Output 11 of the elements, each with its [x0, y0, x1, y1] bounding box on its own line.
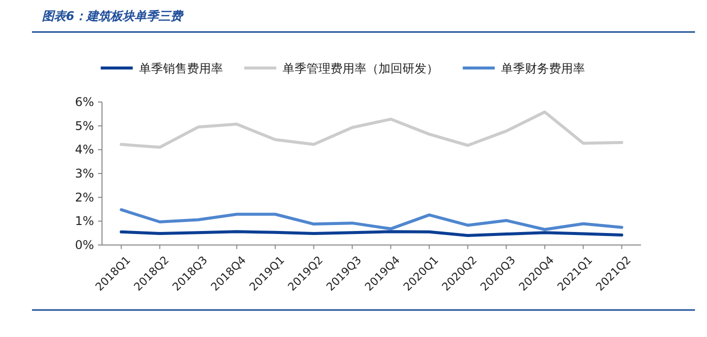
- y-tick-label: 5%: [74, 118, 94, 133]
- legend-label: 单季财务费用率: [500, 62, 585, 76]
- y-tick-label: 0%: [74, 238, 94, 252]
- y-tick-label: 3%: [74, 166, 94, 180]
- title: 图表6：建筑板块单季三费: [42, 9, 182, 23]
- y-tick-label: 2%: [74, 190, 94, 204]
- legend-label: 单季销售费用率: [138, 62, 223, 76]
- legend-label: 单季管理费用率（加回研发）: [282, 62, 438, 76]
- y-tick-label: 4%: [74, 142, 94, 157]
- y-tick-label: 1%: [74, 214, 94, 228]
- y-tick-label: 6%: [74, 95, 94, 109]
